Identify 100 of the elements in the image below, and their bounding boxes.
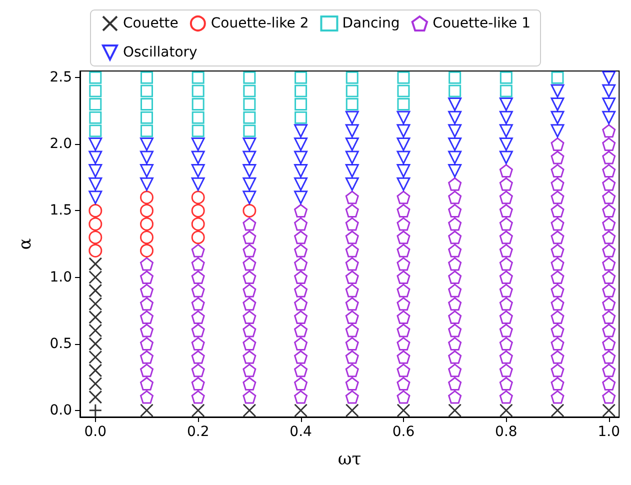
legend-label: Couette-like 1 [432, 16, 531, 32]
point [140, 204, 154, 218]
point [294, 98, 308, 111]
legend-label: Dancing [342, 16, 400, 32]
point [140, 137, 154, 151]
point [396, 137, 410, 151]
x-tick-label: 0.6 [392, 424, 415, 440]
point [294, 150, 308, 164]
point [396, 150, 410, 164]
point [88, 190, 102, 204]
y-tick-label: 2.0 [50, 136, 72, 152]
point [602, 70, 616, 84]
point [89, 71, 102, 84]
point [242, 204, 256, 218]
point [88, 177, 102, 191]
point [140, 71, 153, 84]
point [397, 98, 410, 111]
point [602, 98, 616, 112]
y-axis-title: α [16, 238, 36, 250]
point [345, 164, 359, 178]
point [499, 124, 513, 138]
point [499, 110, 513, 124]
x-tick-label: 0.8 [495, 424, 518, 440]
point [140, 111, 153, 124]
point [448, 71, 462, 84]
point [243, 124, 256, 138]
point [243, 71, 256, 84]
point [448, 124, 462, 138]
point [140, 230, 154, 244]
point [88, 230, 102, 244]
point [191, 230, 205, 244]
point [396, 404, 410, 418]
point [397, 71, 410, 84]
y-tick-label: 1.0 [50, 269, 72, 286]
point [191, 150, 205, 164]
point [550, 98, 564, 112]
point [346, 71, 358, 84]
point [242, 190, 256, 204]
point [89, 84, 102, 98]
point [88, 137, 102, 151]
x-axis-title: ωτ [338, 450, 362, 470]
point [89, 124, 102, 138]
point [448, 84, 462, 98]
point [192, 71, 204, 84]
point [345, 404, 359, 418]
point [191, 164, 205, 178]
point [396, 177, 410, 191]
point [448, 150, 462, 164]
point [192, 124, 204, 138]
point [140, 150, 154, 164]
point [396, 164, 410, 178]
point [192, 98, 204, 111]
point [191, 190, 205, 204]
point [88, 150, 102, 164]
x-tick-label: 0.4 [290, 424, 312, 440]
point [88, 204, 102, 218]
point [346, 84, 358, 98]
point [243, 98, 256, 111]
y-tick-label: 0.5 [50, 336, 72, 352]
point [294, 124, 308, 138]
point [140, 177, 154, 191]
point [550, 84, 564, 98]
x-tick-label: 0.0 [84, 424, 107, 440]
point [140, 244, 154, 258]
point [191, 137, 205, 151]
point [551, 71, 564, 84]
point [602, 404, 616, 418]
point [140, 84, 153, 98]
y-tick-label: 2.5 [50, 70, 72, 86]
point [140, 98, 153, 111]
point [192, 84, 204, 98]
point [346, 98, 358, 111]
point [602, 84, 616, 98]
point [294, 164, 308, 178]
point [448, 98, 462, 112]
point [294, 71, 308, 84]
point [550, 404, 564, 418]
point [294, 404, 308, 418]
point [397, 84, 410, 98]
point [243, 111, 256, 124]
point [294, 190, 308, 204]
point [500, 71, 512, 84]
point [242, 150, 256, 164]
point [88, 404, 102, 418]
y-tick-label: 1.5 [50, 202, 72, 219]
x-tick-label: 0.2 [186, 424, 210, 440]
point [140, 124, 153, 138]
point [294, 111, 308, 124]
point [499, 404, 513, 418]
point [448, 404, 462, 418]
point [448, 137, 462, 151]
point [89, 111, 102, 124]
point [243, 84, 256, 98]
point [345, 124, 359, 138]
y-tick-label: 0.0 [50, 402, 72, 418]
point [500, 84, 512, 98]
point [88, 217, 102, 231]
point [602, 110, 616, 124]
point [499, 150, 513, 164]
x-tick-label: 1.0 [598, 424, 620, 440]
